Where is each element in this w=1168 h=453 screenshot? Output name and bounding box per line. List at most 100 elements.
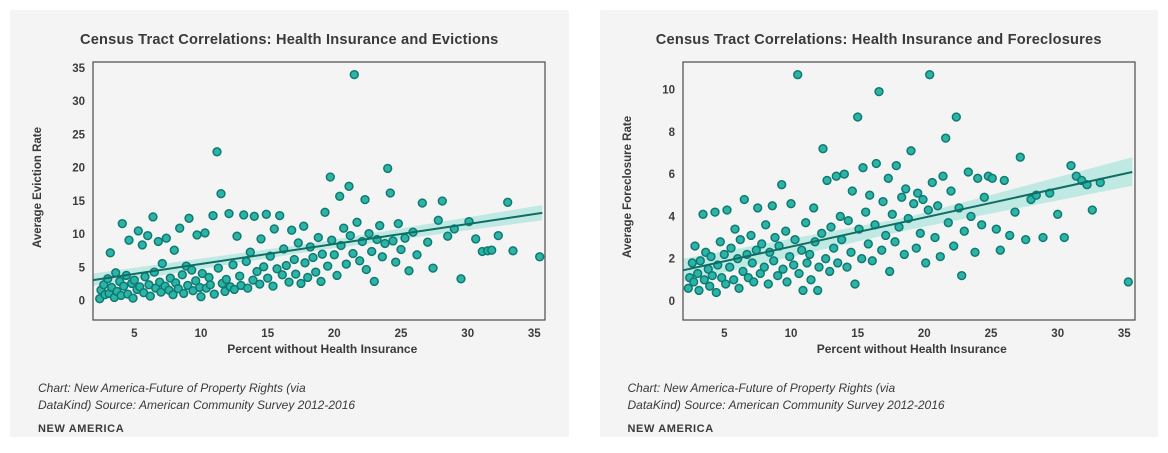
data-point <box>841 262 852 272</box>
data-point <box>856 254 866 264</box>
data-point <box>755 268 765 279</box>
data-point <box>320 207 330 217</box>
data-point <box>793 268 804 279</box>
data-point <box>748 277 758 287</box>
data-point <box>269 224 279 234</box>
data-point <box>332 270 342 281</box>
x-tick-label: 10 <box>784 328 797 340</box>
data-point <box>769 232 780 243</box>
data-point <box>284 277 294 287</box>
data-point <box>275 210 285 221</box>
data-point <box>707 270 717 281</box>
data-point <box>887 209 897 219</box>
data-point <box>932 201 942 211</box>
data-point <box>153 236 163 247</box>
data-point <box>443 231 453 241</box>
data-point <box>325 172 335 182</box>
eviction-chart-caption: Chart: New America-Future of Property Ri… <box>38 380 555 414</box>
data-point <box>205 280 215 290</box>
data-point <box>1015 152 1025 162</box>
foreclosure-chart-card: Census Tract Correlations: Health Insura… <box>599 10 1158 437</box>
data-point <box>433 215 443 225</box>
data-point <box>360 194 370 205</box>
x-tick-label: 20 <box>917 328 930 340</box>
data-point <box>800 218 810 228</box>
data-point <box>871 158 881 169</box>
data-point <box>184 213 194 223</box>
data-point <box>232 231 242 241</box>
data-point <box>259 262 269 272</box>
x-tick-label: 5 <box>721 328 728 340</box>
data-point <box>756 239 766 249</box>
data-point <box>937 171 948 181</box>
data-point <box>820 254 830 264</box>
data-point <box>183 280 193 291</box>
data-point <box>813 262 824 272</box>
eviction-x-axis-label: Percent without Health Insurance <box>227 342 418 356</box>
x-tick-label: 25 <box>984 328 997 340</box>
data-point <box>140 272 150 282</box>
data-point <box>268 281 278 291</box>
data-point <box>889 237 900 247</box>
data-point <box>825 222 836 232</box>
data-point <box>287 225 297 235</box>
data-point <box>200 228 210 238</box>
data-point <box>311 267 321 277</box>
data-point <box>216 189 226 199</box>
data-point <box>339 223 349 233</box>
data-point <box>239 210 249 220</box>
data-point <box>920 258 930 268</box>
data-point <box>256 234 266 244</box>
data-point <box>261 209 271 219</box>
data-point <box>959 226 969 236</box>
data-point <box>801 258 812 268</box>
data-point <box>725 243 736 253</box>
data-point <box>935 251 945 262</box>
data-point <box>752 203 762 213</box>
data-point <box>917 194 928 205</box>
data-point <box>209 289 219 299</box>
data-point <box>719 249 729 260</box>
y-tick-label: 5 <box>79 263 86 275</box>
data-point <box>245 247 255 257</box>
data-point <box>969 247 980 257</box>
data-point <box>145 291 155 301</box>
data-point <box>817 144 828 154</box>
data-point <box>948 241 958 251</box>
data-point <box>249 211 259 221</box>
data-point <box>187 265 197 275</box>
data-point <box>349 69 359 80</box>
data-point <box>1087 205 1097 215</box>
data-point <box>849 279 860 289</box>
eviction-scatter-plot: 5 10 15 20 25 30 35 0 5 10 15 20 25 30 35 <box>72 61 546 340</box>
data-point <box>208 210 218 221</box>
data-point <box>759 262 769 272</box>
data-point <box>137 240 147 250</box>
data-point <box>157 258 167 269</box>
data-point <box>780 226 790 236</box>
data-point <box>805 275 816 285</box>
data-point <box>293 238 303 248</box>
data-point <box>277 270 287 280</box>
data-point <box>117 218 127 229</box>
data-point <box>291 269 301 279</box>
data-point <box>303 272 313 283</box>
data-point <box>692 268 702 279</box>
data-point <box>404 266 414 276</box>
data-point <box>896 192 906 202</box>
caption-line-2: DataKind) Source: American Community Sur… <box>627 398 945 413</box>
data-point <box>839 169 849 179</box>
data-point <box>891 160 901 171</box>
data-point <box>317 249 327 259</box>
data-point <box>804 249 814 260</box>
data-point <box>796 245 806 255</box>
data-point <box>175 223 185 233</box>
plot-frame <box>92 61 546 321</box>
data-point <box>808 203 818 213</box>
data-point <box>987 173 997 183</box>
data-point <box>695 256 705 266</box>
data-point <box>124 235 134 245</box>
data-point <box>905 146 916 156</box>
data-point <box>711 287 721 298</box>
data-point <box>197 268 207 279</box>
